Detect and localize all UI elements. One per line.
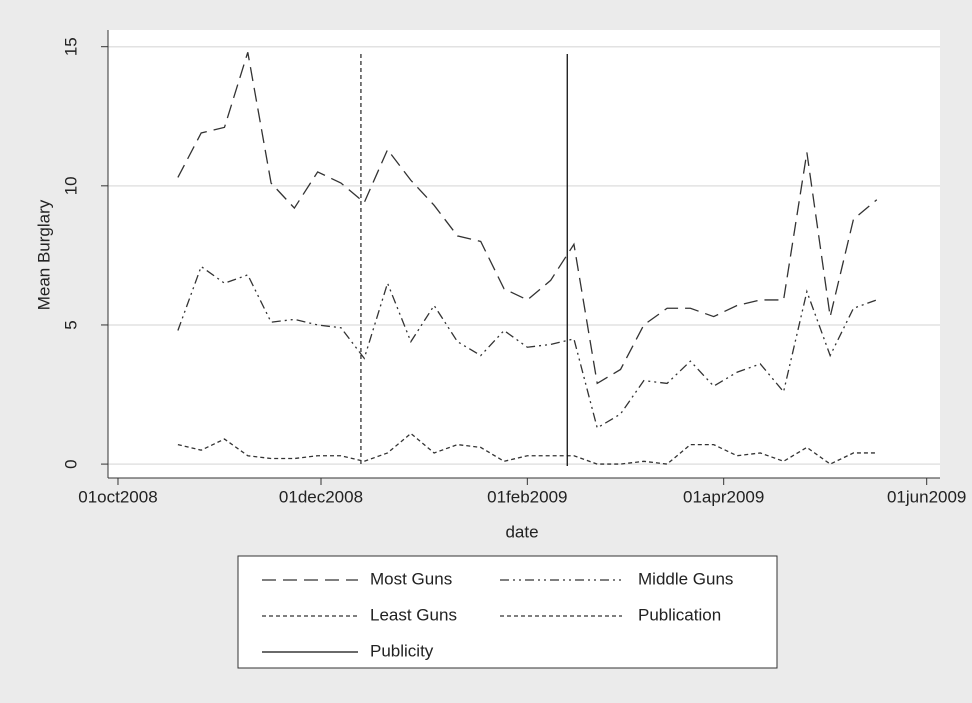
legend-label: Publicity [370,641,434,660]
plot-area [108,30,940,478]
x-tick-label: 01jun2009 [887,487,966,506]
legend-box [237,555,778,669]
y-tick-label: 5 [61,320,80,329]
y-axis-label: Mean Burglary [34,199,53,310]
y-tick-label: 10 [61,176,80,195]
legend-label: Middle Guns [638,569,733,588]
x-tick-label: 01apr2009 [683,487,764,506]
y-tick-label: 15 [61,37,80,56]
series-line [177,52,878,385]
legend-label: Publication [638,605,721,624]
series-line [177,432,877,465]
x-tick-label: 01dec2008 [279,487,363,506]
x-tick-label: 01oct2008 [78,487,157,506]
x-tick-label: 01feb2009 [487,487,567,506]
legend-label: Least Guns [370,605,457,624]
y-tick-label: 0 [61,459,80,468]
series-line [177,265,877,429]
legend-label: Most Guns [370,569,452,588]
x-axis-label: date [505,522,538,541]
